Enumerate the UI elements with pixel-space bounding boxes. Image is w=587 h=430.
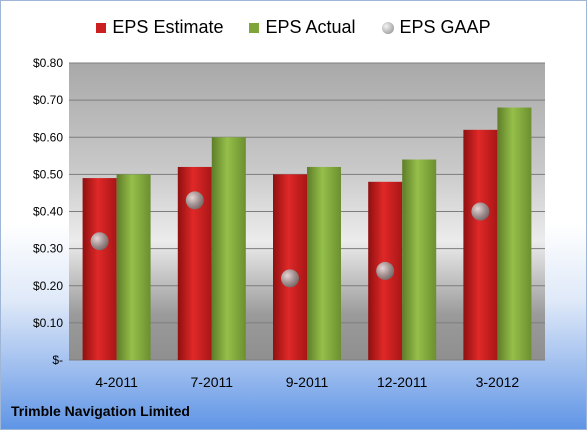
legend-label-eps-estimate: EPS Estimate — [112, 17, 224, 37]
legend-swatch-eps-estimate — [96, 22, 107, 33]
y-tick-label: $0.30 — [33, 242, 63, 256]
point-eps-gaap — [90, 232, 109, 251]
legend: EPS Estimate EPS Actual EPS GAAP — [1, 17, 586, 38]
point-eps-gaap — [185, 191, 204, 210]
legend-label-eps-actual: EPS Actual — [265, 17, 356, 37]
point-eps-gaap — [281, 269, 299, 288]
x-tick-label: 7-2011 — [191, 374, 234, 390]
bar-eps-estimate — [273, 174, 307, 360]
point-eps-gaap — [376, 261, 395, 280]
legend-item-eps-gaap: EPS GAAP — [381, 17, 491, 38]
bar-eps-actual — [402, 159, 437, 360]
y-tick-label: $0.80 — [33, 56, 63, 70]
y-tick-label: $0.20 — [33, 279, 63, 293]
y-tick-label: $0.70 — [33, 93, 63, 107]
x-axis-ticks: 4-2011 7-2011 9-2011 12-2011 3-2012 — [95, 374, 519, 390]
bar-eps-estimate — [82, 178, 117, 360]
y-tick-label: $0.60 — [33, 130, 63, 144]
y-tick-label: $0.50 — [33, 167, 63, 181]
bar-eps-actual — [116, 174, 151, 360]
bar-eps-actual — [497, 107, 532, 360]
y-axis-ticks: $- $0.10 $0.20 $0.30 $0.40 $0.50 $0.60 $0.70 $0.… — [33, 56, 63, 367]
legend-swatch-eps-gaap — [381, 21, 394, 34]
y-tick-label: $- — [52, 353, 63, 367]
legend-swatch-eps-actual — [249, 22, 260, 33]
y-tick-label: $0.10 — [33, 316, 63, 330]
x-tick-label: 3-2012 — [476, 374, 520, 390]
bar-eps-actual — [211, 137, 246, 360]
legend-label-eps-gaap: EPS GAAP — [399, 17, 491, 37]
x-tick-label: 9-2011 — [286, 374, 329, 390]
legend-item-eps-estimate: EPS Estimate — [96, 17, 223, 38]
gaap-points — [90, 191, 490, 288]
company-name: Trimble Navigation Limited — [11, 403, 190, 419]
x-tick-label: 12-2011 — [377, 374, 428, 390]
point-eps-gaap — [471, 202, 490, 221]
x-tick-label: 4-2011 — [95, 374, 138, 390]
bar-eps-estimate — [463, 129, 498, 360]
legend-item-eps-actual: EPS Actual — [249, 17, 356, 38]
bar-eps-actual — [307, 166, 341, 360]
y-tick-label: $0.40 — [33, 205, 63, 219]
